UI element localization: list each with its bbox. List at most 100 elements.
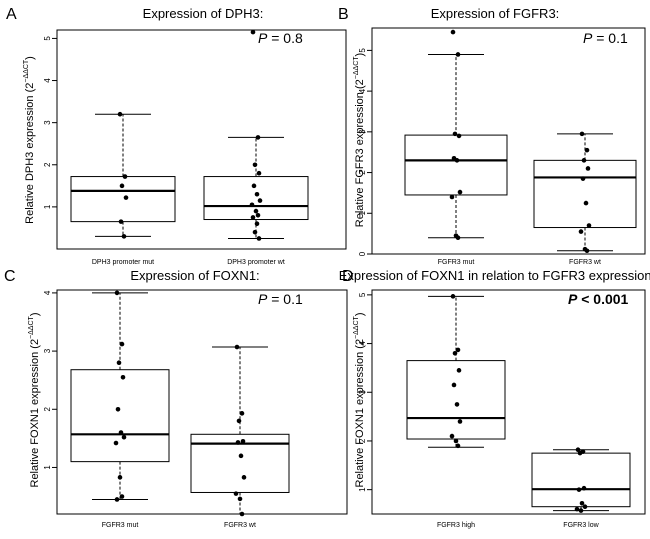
- data-point: [256, 170, 262, 176]
- y-tick-label: 4: [358, 88, 367, 93]
- data-point: [119, 494, 125, 499]
- data-point: [256, 236, 262, 241]
- y-tick-label: 2: [358, 438, 367, 443]
- y-axis-label-sup: −ΔΔCT: [353, 315, 360, 338]
- data-point: [451, 382, 457, 388]
- category-label: DPH3 promoter wt: [227, 259, 285, 266]
- y-axis-label-close: ): [354, 312, 366, 316]
- data-point: [584, 248, 590, 254]
- data-point: [254, 191, 260, 197]
- panel-letter: C: [4, 268, 16, 285]
- data-point: [238, 453, 244, 459]
- y-tick-label: 2: [358, 170, 367, 175]
- data-point: [582, 504, 588, 509]
- data-point: [579, 131, 585, 137]
- data-point: [578, 508, 584, 513]
- p-value-number: = 0.1: [267, 291, 303, 307]
- data-point: [578, 229, 584, 234]
- panel-title: Expression of FOXN1 in relation to FGFR3…: [339, 268, 650, 283]
- y-axis-label-main: Relative FOXN1 expression (2: [354, 339, 366, 488]
- y-axis-label-sup: −ΔΔCT: [353, 56, 360, 79]
- data-point: [581, 485, 587, 491]
- data-point: [452, 351, 458, 356]
- data-point: [455, 235, 461, 241]
- data-point: [257, 198, 263, 203]
- data-point: [116, 360, 122, 366]
- data-point: [455, 52, 461, 57]
- y-tick-label: 5: [358, 292, 367, 297]
- data-point: [122, 174, 128, 179]
- data-point: [114, 497, 120, 502]
- data-point: [252, 229, 258, 235]
- data-point: [574, 506, 580, 512]
- y-tick-label: 1: [43, 465, 52, 470]
- p-value-number: = 0.8: [267, 30, 303, 46]
- p-value: P = 0.8: [258, 30, 303, 46]
- data-point: [117, 111, 123, 117]
- category-label: FGFR3 high: [437, 522, 475, 529]
- y-axis-label-sup: −ΔΔCT: [23, 59, 30, 82]
- y-tick-label: 4: [43, 290, 52, 295]
- data-point: [250, 215, 256, 220]
- data-point: [576, 487, 582, 492]
- data-point: [457, 189, 463, 195]
- p-value-number: = 0.1: [592, 30, 628, 46]
- category-label: FGFR3 low: [563, 522, 599, 529]
- box-iqr: [70, 369, 170, 463]
- data-point: [249, 202, 255, 208]
- y-tick-label: 1: [43, 204, 52, 209]
- data-point: [255, 135, 261, 140]
- y-tick-label: 5: [358, 48, 367, 53]
- data-point: [454, 402, 460, 407]
- category-label: FGFR3 wt: [569, 259, 601, 266]
- data-point: [120, 374, 126, 380]
- data-point: [454, 158, 460, 163]
- y-tick-label: 3: [43, 120, 52, 125]
- data-point: [123, 195, 129, 200]
- panel-letter: B: [338, 6, 349, 23]
- data-point: [456, 368, 462, 373]
- p-value-number: < 0.001: [577, 291, 628, 307]
- data-point: [575, 447, 581, 453]
- data-point: [581, 158, 587, 163]
- y-axis-label: Relative FOXN1 expression (2−ΔΔCT): [28, 312, 41, 487]
- plot-frame: [371, 289, 646, 515]
- data-point: [450, 29, 456, 35]
- panel-letter: D: [342, 268, 354, 285]
- y-tick-label: 4: [358, 341, 367, 346]
- data-point: [579, 500, 585, 506]
- p-value-symbol: P: [258, 30, 268, 46]
- panel-title: Expression of DPH3:: [143, 6, 264, 21]
- data-point: [583, 200, 589, 206]
- plot-frame: [56, 29, 347, 250]
- y-tick-label: 5: [43, 36, 52, 41]
- box-iqr: [533, 159, 637, 229]
- data-point: [452, 131, 458, 137]
- data-point: [577, 450, 583, 456]
- data-point: [119, 183, 125, 189]
- data-point: [585, 166, 591, 171]
- box-iqr: [531, 452, 631, 508]
- p-value: P = 0.1: [258, 291, 303, 307]
- data-point: [449, 433, 455, 439]
- box-iqr: [70, 176, 176, 223]
- data-point: [455, 443, 461, 449]
- data-point: [115, 406, 121, 412]
- data-point: [239, 411, 245, 416]
- data-point: [455, 347, 461, 353]
- p-value-symbol: P: [258, 291, 268, 307]
- data-point: [237, 496, 243, 502]
- data-point: [236, 418, 242, 424]
- y-tick-label: 2: [43, 162, 52, 167]
- y-axis-label-close: ): [24, 56, 36, 60]
- data-point: [119, 341, 125, 347]
- data-point: [235, 440, 241, 445]
- p-value-symbol: P: [568, 291, 578, 307]
- data-point: [121, 434, 127, 440]
- data-point: [449, 194, 455, 200]
- y-axis-label: Relative DPH3 expression (2−ΔΔCT): [23, 56, 36, 224]
- y-axis-label-main: Relative FOXN1 expression (2: [29, 339, 41, 488]
- data-point: [250, 29, 256, 35]
- y-tick-label: 3: [358, 129, 367, 134]
